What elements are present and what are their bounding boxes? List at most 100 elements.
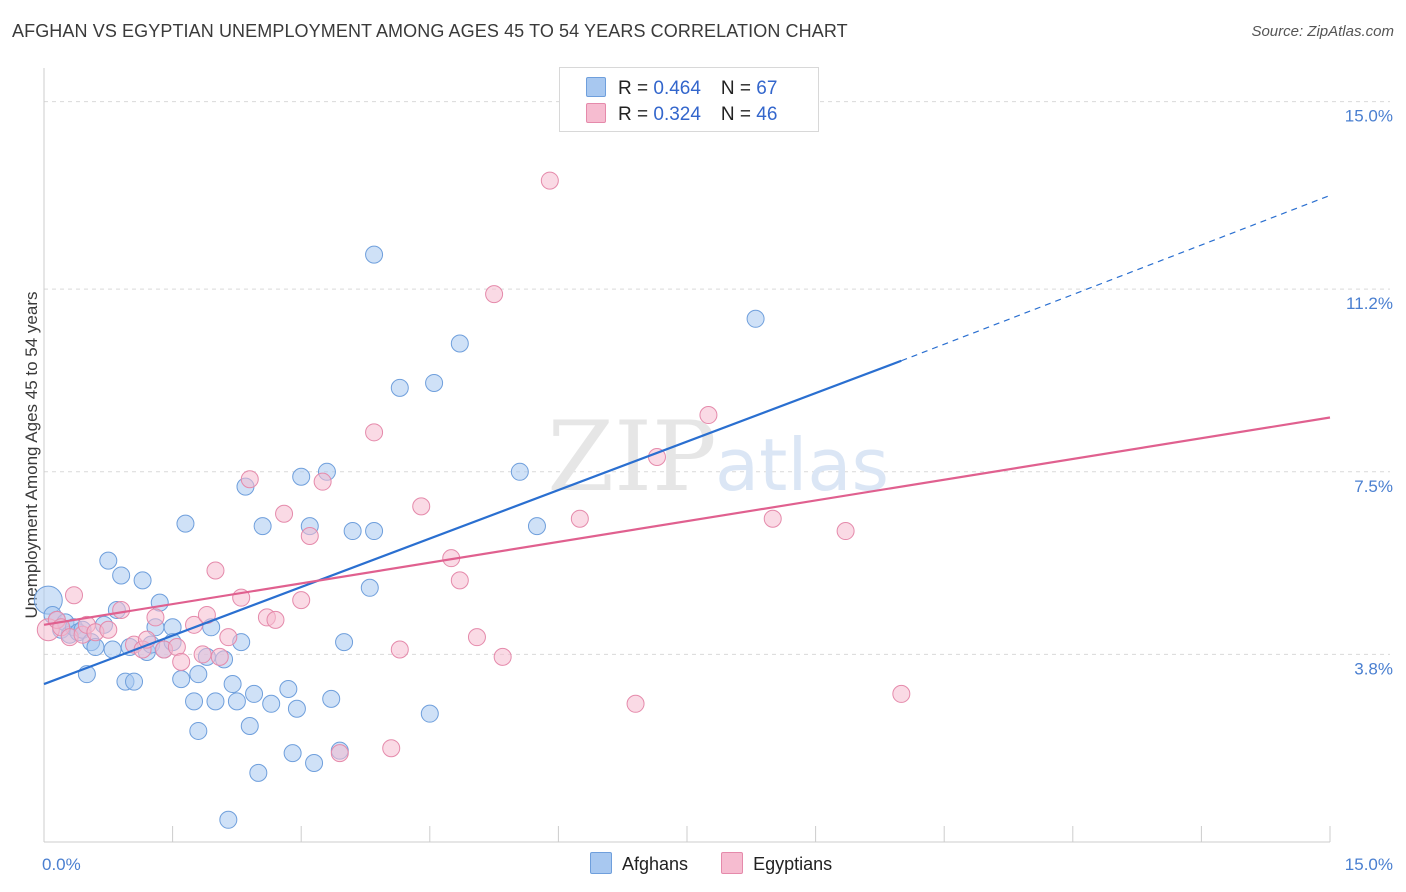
afghans-point bbox=[112, 566, 131, 585]
legend-row-afghans: R = 0.464 N = 67 bbox=[586, 77, 777, 99]
data-points bbox=[33, 171, 911, 829]
egyptians-point bbox=[146, 608, 165, 627]
afghans-point bbox=[335, 633, 354, 652]
afghans-point bbox=[227, 692, 246, 711]
afghans-point bbox=[189, 721, 208, 740]
afghans-point bbox=[322, 689, 341, 708]
source-note: Source: ZipAtlas.com bbox=[1251, 23, 1394, 40]
legend-r-label: R = bbox=[618, 104, 654, 125]
afghans-point bbox=[360, 578, 379, 597]
afghans-point bbox=[343, 522, 362, 541]
egyptians-point bbox=[266, 610, 285, 629]
legend-r-value: 0.324 bbox=[653, 104, 701, 125]
tick-labels: 3.8% 7.5% 11.2% 15.0% 0.0% 15.0% bbox=[42, 107, 1393, 874]
egyptians-point bbox=[112, 601, 131, 620]
afghans-point bbox=[133, 571, 152, 590]
afghans-swatch bbox=[586, 77, 606, 97]
afghans-point bbox=[305, 754, 324, 773]
watermark-atlas: atlas bbox=[715, 423, 889, 507]
afghans-point bbox=[219, 810, 238, 829]
afghans-point bbox=[206, 692, 225, 711]
afghans-point bbox=[125, 672, 144, 691]
afghans-trend-extension bbox=[901, 194, 1331, 362]
egyptians-point bbox=[330, 744, 349, 763]
egyptians-point bbox=[699, 406, 718, 425]
egyptians-point bbox=[450, 571, 469, 590]
afghans-point bbox=[223, 675, 242, 694]
afghans-point bbox=[240, 717, 259, 736]
egyptians-point bbox=[485, 285, 504, 304]
legend-item-afghans: Afghans bbox=[590, 852, 688, 875]
afghans-point bbox=[176, 514, 195, 533]
egyptians-point bbox=[412, 497, 431, 516]
afghans-trend-line bbox=[43, 359, 902, 686]
afghans-point bbox=[189, 665, 208, 684]
afghans-point bbox=[746, 309, 765, 328]
afghans-point bbox=[172, 670, 191, 689]
afghans-point bbox=[365, 245, 384, 264]
egyptians-point bbox=[626, 694, 645, 713]
grid-lines bbox=[44, 101, 1390, 655]
egyptians-point bbox=[292, 591, 311, 610]
afghans-point bbox=[283, 744, 302, 763]
egyptians-point bbox=[493, 647, 512, 666]
egyptians-point bbox=[365, 423, 384, 442]
egyptians-point bbox=[467, 628, 486, 647]
legend-label-egyptians: Egyptians bbox=[753, 854, 833, 874]
afghans-point bbox=[279, 679, 298, 698]
egyptians-point bbox=[540, 171, 559, 190]
legend-r-value: 0.464 bbox=[653, 78, 701, 99]
afghans-point bbox=[365, 522, 384, 541]
afghans-point bbox=[390, 378, 409, 397]
egyptians-point bbox=[836, 522, 855, 541]
egyptians-point bbox=[390, 640, 409, 659]
egyptians-point bbox=[99, 620, 118, 639]
egyptians-point bbox=[313, 472, 332, 491]
afghans-point bbox=[185, 692, 204, 711]
watermark-zip: ZIP bbox=[547, 401, 716, 513]
egyptians-point bbox=[892, 684, 911, 703]
legend-label-afghans: Afghans bbox=[622, 854, 689, 874]
egyptians-point bbox=[570, 509, 589, 528]
legend-n-label: N = bbox=[720, 104, 757, 125]
afghans-point bbox=[527, 517, 546, 536]
egyptians-point bbox=[65, 586, 84, 605]
egyptians-point bbox=[193, 645, 212, 664]
afghans-point bbox=[99, 551, 118, 570]
legend-r-label: R = bbox=[618, 78, 654, 99]
legend-n-value: 67 bbox=[756, 78, 778, 99]
legend-row-egyptians: R = 0.324 N = 46 bbox=[586, 103, 777, 125]
legend-n-value: 46 bbox=[756, 104, 778, 125]
afghans-point bbox=[150, 593, 169, 612]
afghans-point bbox=[245, 684, 264, 703]
egyptians-point bbox=[206, 561, 225, 580]
series-legend: Afghans Egyptians bbox=[590, 852, 860, 875]
egyptians-point bbox=[275, 504, 294, 523]
egyptians-point bbox=[763, 509, 782, 528]
egyptians-point bbox=[240, 470, 259, 489]
egyptians-point bbox=[382, 739, 401, 758]
y-tick-label: 11.2% bbox=[1346, 294, 1393, 313]
egyptians-point bbox=[172, 652, 191, 671]
afghans-point bbox=[510, 462, 529, 481]
legend-item-egyptians: Egyptians bbox=[721, 852, 832, 875]
egyptians-swatch bbox=[586, 103, 606, 123]
afghans-point bbox=[287, 699, 306, 718]
x-tick-label: 0.0% bbox=[42, 855, 81, 874]
afghans-point bbox=[420, 704, 439, 723]
egyptians-point bbox=[300, 526, 319, 545]
afghans-point bbox=[253, 517, 272, 536]
afghans-point bbox=[450, 334, 469, 353]
legend-n-label: N = bbox=[720, 78, 757, 99]
egyptians-point bbox=[167, 638, 186, 657]
egyptians-point bbox=[210, 647, 229, 666]
afghans-point bbox=[262, 694, 281, 713]
afghans-point bbox=[425, 373, 444, 392]
axes bbox=[43, 68, 1331, 843]
egyptians-point bbox=[219, 628, 238, 647]
chart-title: AFGHAN VS EGYPTIAN UNEMPLOYMENT AMONG AG… bbox=[12, 21, 848, 41]
afghans-point bbox=[249, 763, 268, 782]
trend-lines bbox=[43, 194, 1331, 686]
afghans-legend-swatch bbox=[590, 852, 612, 874]
